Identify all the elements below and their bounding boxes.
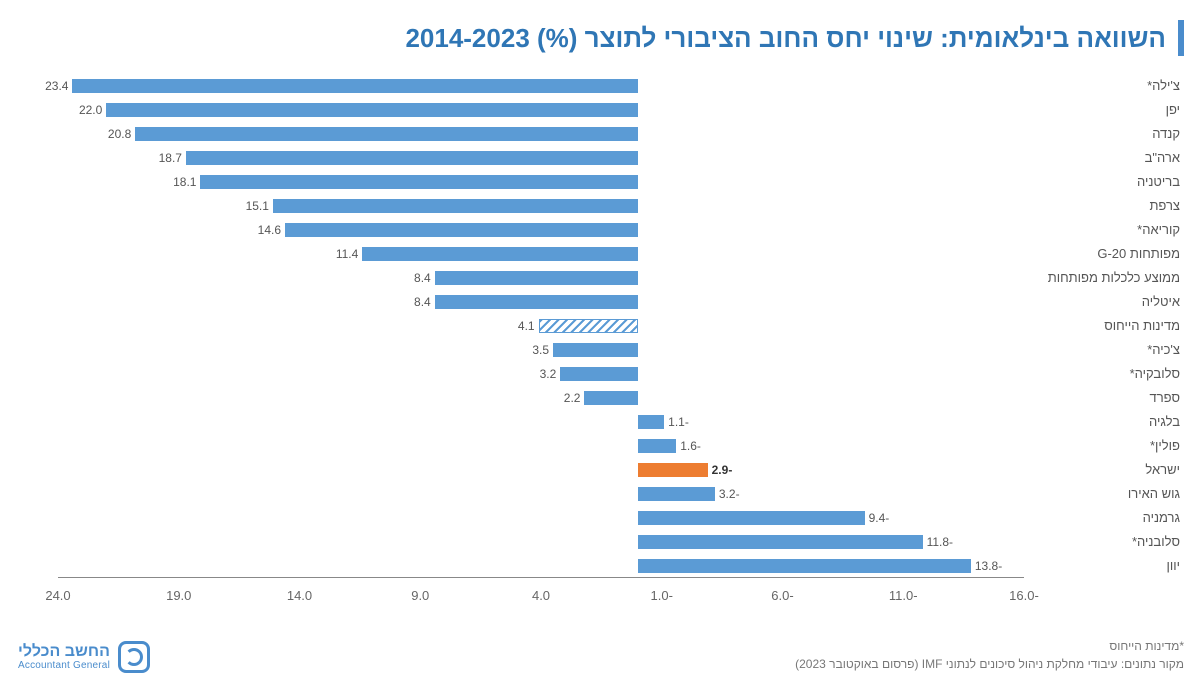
row-label: ארה"ב [1024, 151, 1184, 164]
bar [638, 511, 865, 525]
value-label: 22.0 [79, 103, 102, 117]
row-label: צרפת [1024, 199, 1184, 212]
x-tick: -6.0 [771, 588, 793, 603]
plot-area: 23.422.020.818.718.115.114.611.48.48.44.… [58, 74, 1024, 578]
y-labels: צ'ילה* יפן קנדה ארה"ב בריטניה צרפת קוריאה* מפות… [1024, 74, 1184, 578]
row-label: איטליה [1024, 295, 1184, 308]
page-title: השוואה בינלאומית: שינוי יחס החוב הציבורי… [405, 23, 1166, 54]
page: השוואה בינלאומית: שינוי יחס החוב הציבורי… [0, 0, 1200, 681]
x-tick: 9.0 [411, 588, 429, 603]
row-label: סלובניה* [1024, 535, 1184, 548]
value-label: 11.4 [336, 247, 358, 261]
logo: החשב הכללי Accountant General [18, 641, 150, 673]
row-label: קוריאה* [1024, 223, 1184, 236]
value-label: 4.1 [518, 319, 535, 333]
bar [106, 103, 637, 117]
value-label: 8.4 [414, 295, 431, 309]
x-tick: 4.0 [532, 588, 550, 603]
row-label: בריטניה [1024, 175, 1184, 188]
x-tick: 24.0 [45, 588, 70, 603]
row-label: מפותחות G-20 [1024, 247, 1184, 260]
bar [638, 415, 665, 429]
value-label: -2.9 [712, 463, 733, 477]
row-label: צ'ילה* [1024, 79, 1184, 92]
row-label: פולין* [1024, 439, 1184, 452]
row-label: ממוצע כלכלות מפותחות [1024, 271, 1184, 284]
bar [186, 151, 638, 165]
value-label: 3.2 [540, 367, 557, 381]
value-label: 15.1 [246, 199, 269, 213]
bar [584, 391, 637, 405]
footnote-source: מקור נתונים: עיבודי מחלקת ניהול סיכונים … [795, 655, 1184, 673]
row-label: יוון [1024, 559, 1184, 572]
bar [638, 487, 715, 501]
x-tick: -11.0 [889, 588, 918, 603]
bar [539, 319, 638, 333]
row-label: צ'כיה* [1024, 343, 1184, 356]
x-tick: -1.0 [651, 588, 673, 603]
bar [638, 559, 971, 573]
x-axis: 24.019.014.09.04.0-1.0-6.0-11.0-16.0 [58, 578, 1024, 614]
value-label: 18.1 [173, 175, 196, 189]
bar [72, 79, 637, 93]
logo-subtext: Accountant General [18, 660, 110, 671]
row-label: יפן [1024, 103, 1184, 116]
footnote-asterisk: *מדינות הייחוס [795, 637, 1184, 655]
bar [362, 247, 637, 261]
row-label: מדינות הייחוס [1024, 319, 1184, 332]
logo-text: החשב הכללי [18, 644, 110, 660]
bar [200, 175, 637, 189]
debt-change-chart: 23.4 22.0 20.8 18.7 18.1 15.1 14.6 11.4 8.4 8.4 4.… [18, 74, 1184, 614]
bar [273, 199, 638, 213]
value-label: 3.5 [532, 343, 549, 357]
bar [435, 271, 638, 285]
logo-icon [118, 641, 150, 673]
value-label: -3.2 [719, 487, 740, 501]
x-tick: 19.0 [166, 588, 191, 603]
value-label: 18.7 [159, 151, 182, 165]
x-tick: -16.0 [1009, 588, 1039, 603]
bar [638, 535, 923, 549]
bar-highlight [638, 463, 708, 477]
bar [285, 223, 638, 237]
value-label: -11.8 [927, 535, 953, 549]
row-label: ישראל [1024, 463, 1184, 476]
title-accent-bar [1178, 20, 1184, 56]
value-label: -1.6 [680, 439, 701, 453]
bar [638, 439, 677, 453]
x-tick: 14.0 [287, 588, 312, 603]
value-label: 23.4 [45, 79, 68, 93]
value-label: -13.8 [975, 559, 1002, 573]
bar [135, 127, 637, 141]
bar [560, 367, 637, 381]
bar [435, 295, 638, 309]
row-label: גרמניה [1024, 511, 1184, 524]
value-label: -1.1 [668, 415, 689, 429]
row-label: סלובקיה* [1024, 367, 1184, 380]
row-label: קנדה [1024, 127, 1184, 140]
value-label: 20.8 [108, 127, 131, 141]
footer: *מדינות הייחוס מקור נתונים: עיבודי מחלקת… [18, 637, 1184, 673]
footnotes: *מדינות הייחוס מקור נתונים: עיבודי מחלקת… [795, 637, 1184, 673]
row-label: בלגיה [1024, 415, 1184, 428]
row-label: ספרד [1024, 391, 1184, 404]
row-label: גוש האירו [1024, 487, 1184, 500]
title-row: השוואה בינלאומית: שינוי יחס החוב הציבורי… [18, 20, 1184, 56]
value-label: 8.4 [414, 271, 431, 285]
bar [553, 343, 638, 357]
value-label: 14.6 [258, 223, 281, 237]
value-label: -9.4 [869, 511, 890, 525]
value-label: 2.2 [564, 391, 581, 405]
